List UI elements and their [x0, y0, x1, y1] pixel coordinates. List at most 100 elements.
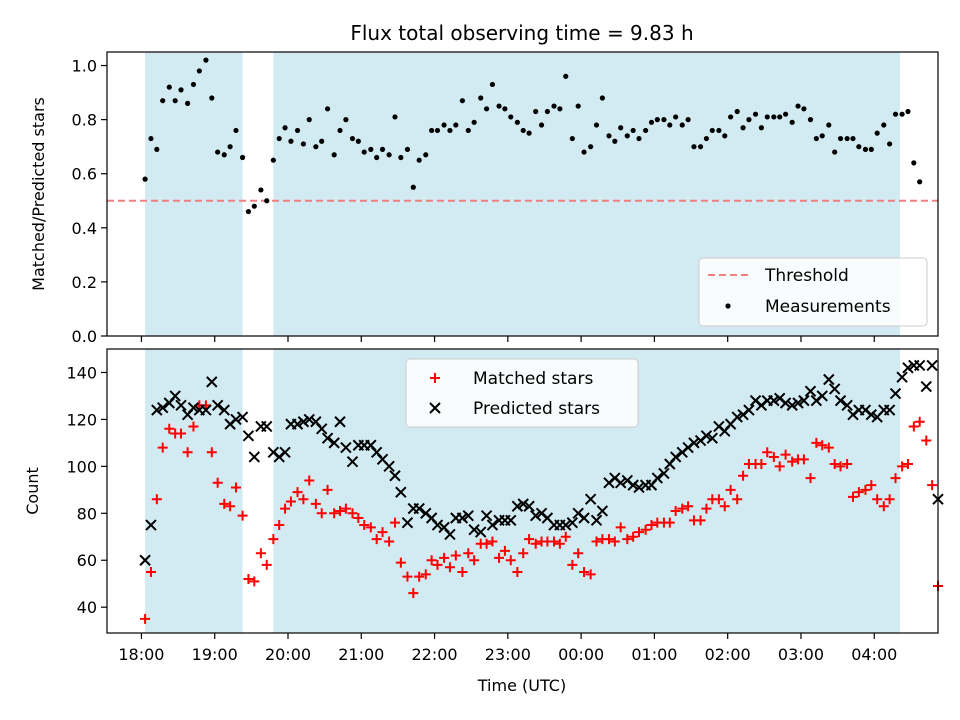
- predicted-point: [206, 376, 218, 388]
- ratio-y-tick-label: 0.2: [72, 273, 97, 292]
- predicted-point: [321, 432, 334, 444]
- measurement-point: [526, 130, 532, 136]
- predicted-point: [248, 451, 261, 463]
- predicted-point: [175, 399, 187, 412]
- measurement-point: [361, 149, 367, 155]
- matched-point: [212, 477, 223, 488]
- predicted-point: [658, 467, 670, 480]
- x-tick-label: 01:00: [631, 645, 677, 664]
- measurement-point: [654, 117, 660, 123]
- measurement-point: [636, 135, 642, 142]
- measurement-point: [887, 141, 893, 147]
- predicted-point: [334, 416, 346, 428]
- measurement-point: [551, 103, 557, 109]
- matched-point: [524, 534, 535, 545]
- x-axis-label: Time (UTC): [477, 676, 566, 695]
- matched-point: [585, 569, 596, 580]
- x-tick-label: 18:00: [118, 645, 164, 664]
- measurement-point: [166, 84, 172, 90]
- measurement-point: [832, 149, 838, 155]
- count-y-tick-label: 100: [66, 457, 97, 476]
- count-y-axis-label: Count: [23, 467, 42, 515]
- measurement-point: [752, 111, 759, 117]
- measurement-point: [172, 98, 178, 104]
- measurement-point: [337, 127, 343, 134]
- measurement-point: [209, 95, 215, 101]
- matched-point: [908, 421, 919, 432]
- matched-point: [494, 552, 505, 563]
- matched-point: [549, 536, 560, 547]
- matched-point: [579, 566, 590, 577]
- matched-point: [897, 461, 908, 472]
- matched-point: [670, 505, 681, 516]
- matched-point: [219, 498, 230, 509]
- ratio-y-tick-label: 0.4: [72, 219, 97, 238]
- predicted-point: [328, 437, 340, 449]
- ratio-axes-frame: [106, 51, 939, 337]
- measurement-point: [911, 160, 917, 166]
- predicted-point: [828, 383, 841, 395]
- count-panel: 40 60 80 100 120 140 18:00 19:00 20:00 21:00 22:00…: [66, 348, 944, 664]
- matched-point: [432, 559, 443, 570]
- count-legend-box: [405, 358, 639, 428]
- matched-point: [420, 569, 431, 580]
- measurement-point: [355, 138, 361, 144]
- measurement-point: [685, 117, 691, 123]
- measurement-point: [563, 73, 569, 79]
- measurement-point: [300, 141, 306, 147]
- predicted-point: [346, 455, 359, 468]
- measurement-point: [331, 152, 337, 158]
- count-y-tick-label: 40: [77, 598, 97, 617]
- matched-point: [878, 501, 889, 512]
- matched-point: [664, 517, 675, 528]
- matched-point: [188, 421, 199, 432]
- predicted-point: [242, 430, 255, 442]
- matched-point: [927, 480, 938, 491]
- matched-point: [780, 449, 791, 460]
- measurement-point: [447, 127, 453, 134]
- measurement-point: [813, 135, 819, 142]
- measurement-point: [881, 122, 887, 128]
- measurement-point: [379, 146, 386, 152]
- measurement-point: [850, 135, 856, 142]
- ratio-legend: Threshold Measurements: [698, 257, 928, 327]
- matched-point: [237, 510, 248, 521]
- matched-point: [322, 484, 333, 495]
- count-y-tick-label: 120: [66, 410, 97, 429]
- measurement-point: [434, 127, 441, 134]
- measurement-point: [856, 144, 862, 150]
- measurement-point: [203, 57, 209, 63]
- measurement-point: [245, 208, 252, 215]
- predicted-point: [731, 411, 743, 423]
- predicted-point: [517, 498, 529, 510]
- matched-point: [615, 522, 626, 533]
- predicted-point: [529, 509, 542, 522]
- matched-point: [921, 435, 932, 446]
- x-tick-label: 21:00: [338, 645, 384, 664]
- matched-point: [414, 571, 425, 582]
- x-tick-label: 00:00: [558, 645, 604, 664]
- measurement-point: [313, 144, 319, 150]
- x-tick-label: 02:00: [705, 645, 751, 664]
- measurement-point: [868, 146, 874, 152]
- matched-point: [738, 470, 749, 481]
- predicted-point: [401, 516, 414, 529]
- measurement-point: [453, 122, 459, 128]
- measurement-point: [612, 138, 618, 144]
- count-y-tick-label: 80: [77, 504, 97, 523]
- measurement-point: [728, 114, 734, 120]
- matched-point: [787, 456, 798, 467]
- ratio-y-tick-label: 0.0: [72, 327, 97, 346]
- legend-measurement-label: Measurements: [765, 297, 891, 317]
- measurement-point: [441, 122, 447, 128]
- predicted-point: [230, 413, 242, 426]
- measurement-point: [667, 122, 673, 128]
- matched-point: [304, 475, 315, 486]
- measurement-point: [648, 119, 655, 125]
- predicted-point: [768, 394, 780, 407]
- measurement-point: [471, 119, 477, 125]
- matched-point: [255, 548, 266, 559]
- matched-point: [640, 524, 651, 535]
- matched-point: [487, 536, 498, 547]
- measurement-point: [502, 106, 508, 112]
